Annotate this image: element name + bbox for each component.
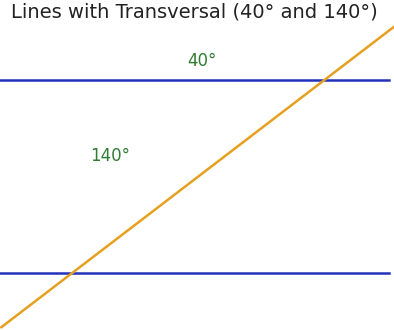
Text: 40°: 40° — [187, 52, 216, 70]
Text: 140°: 140° — [90, 147, 130, 165]
Text: Lines with Transversal (40° and 140°): Lines with Transversal (40° and 140°) — [11, 3, 378, 22]
